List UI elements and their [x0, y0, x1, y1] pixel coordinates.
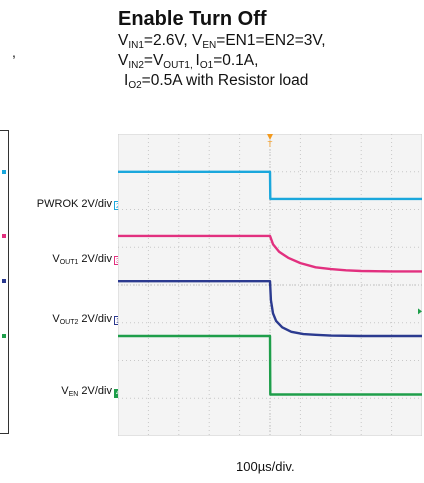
adjacent-trace-marker — [2, 233, 6, 238]
adjacent-trace-marker — [2, 169, 6, 174]
right-edge-marker — [418, 308, 422, 315]
channel-scale: 2V/div — [78, 253, 112, 265]
trace-ch4 — [118, 334, 422, 396]
channel-name-subscript: OUT2 — [59, 319, 79, 326]
adjacent-figure-frame — [0, 130, 9, 434]
adjacent-trace-marker — [2, 333, 6, 338]
channel-label-ch2: PWROK 2V/div2 — [37, 198, 122, 210]
channel-scale: 2V/div — [78, 313, 112, 325]
chart-title: Enable Turn Off — [118, 8, 267, 30]
adjacent-trace-marker — [2, 279, 6, 284]
trace-ch3 — [118, 234, 422, 273]
channel-scale: 2V/div — [78, 198, 112, 210]
channel-name: PWROK — [36, 198, 79, 210]
time-scale-label: 100µs/div. — [236, 459, 295, 474]
trigger-marker-label: T — [268, 140, 273, 149]
channel-name: V — [61, 385, 69, 397]
channel-name-subscript: EN — [68, 391, 79, 398]
condition-line-3: IO2=0.5A with Resistor load — [124, 72, 309, 91]
scope-plot: T — [118, 134, 422, 436]
channel-label-ch4: VEN 2V/div4 — [61, 385, 122, 398]
channel-name: V — [52, 313, 60, 325]
condition-line-1: VIN1=2.6V, VEN=EN1=EN2=3V, — [118, 32, 326, 51]
left-edge-fragment: , — [12, 44, 16, 60]
channel-scale: 2V/div — [78, 385, 112, 397]
channel-name-subscript: OUT1 — [59, 259, 79, 266]
condition-line-2: VIN2=VOUT1, IO1=0.1A, — [118, 52, 259, 71]
trace-ch2 — [118, 170, 422, 201]
channel-label-ch1: VOUT2 2V/div1 — [52, 313, 122, 326]
channel-label-ch3: VOUT1 2V/div3 — [52, 253, 122, 266]
trigger-marker — [267, 134, 273, 140]
channel-name: V — [52, 253, 60, 265]
trace-ch1 — [118, 279, 422, 338]
